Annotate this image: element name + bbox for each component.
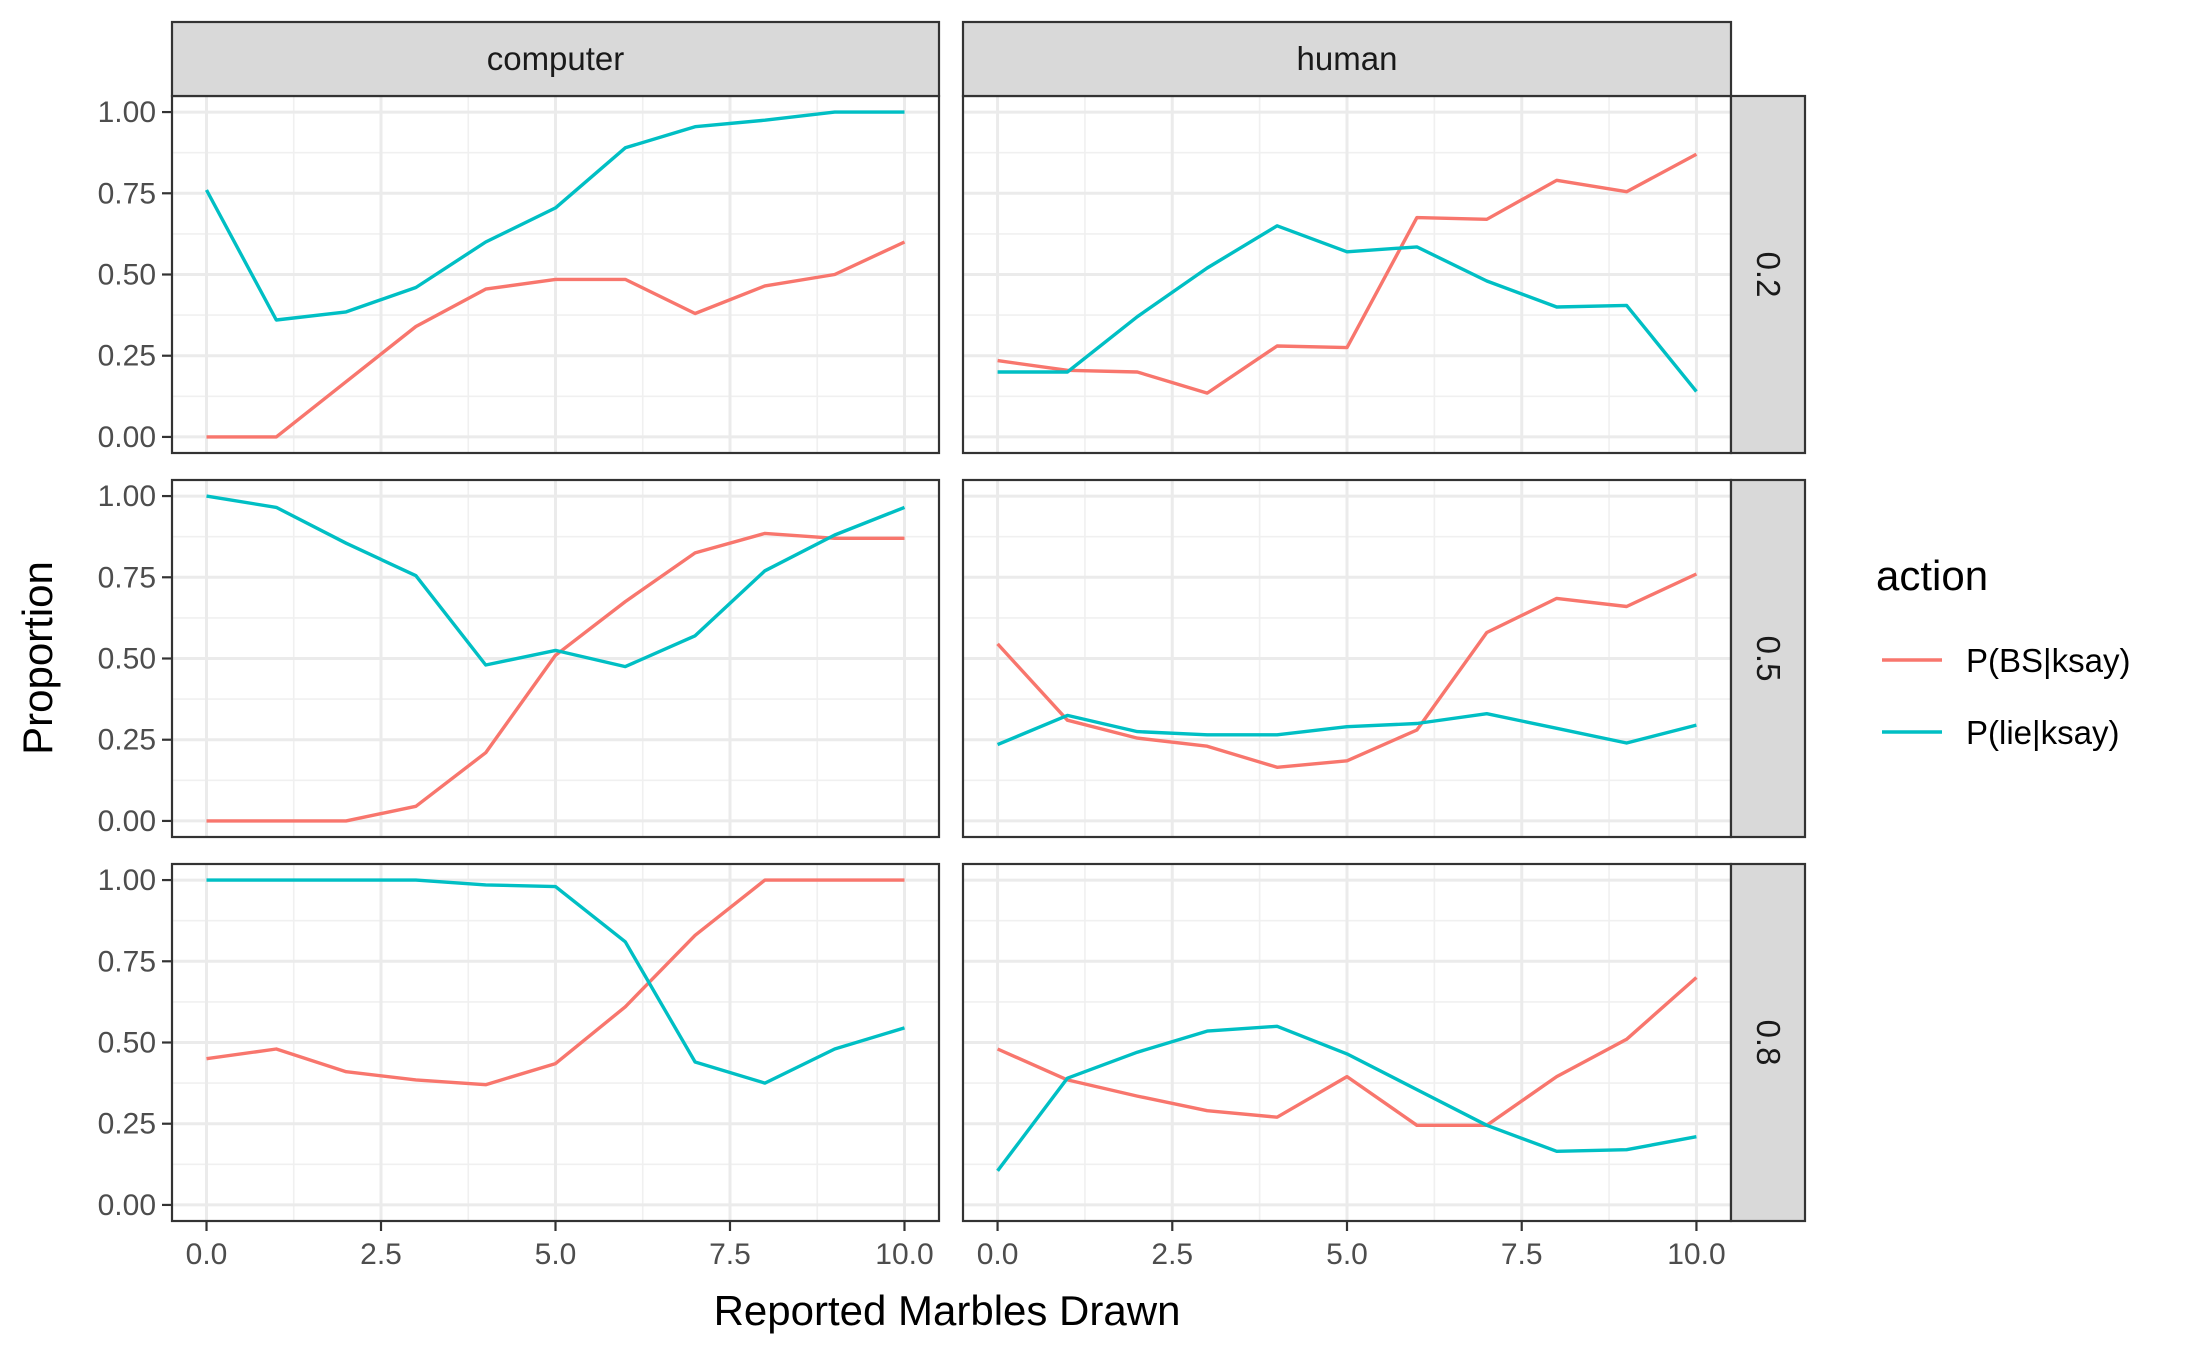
column-strip [961, 20, 1733, 98]
y-tick-label: 0.50 [98, 259, 156, 292]
y-tick-label: 1.00 [98, 96, 156, 129]
x-tick-label: 0.0 [977, 1238, 1019, 1271]
x-axis-title: Reported Marbles Drawn [714, 1287, 1181, 1334]
series-line-P(lie|ksay) [206, 494, 906, 669]
x-tick-label: 7.5 [1501, 1238, 1543, 1271]
row-strip-label: 0.2 [1750, 252, 1787, 298]
x-tick-label: 10.0 [1667, 1238, 1725, 1271]
y-tick-label: 0.75 [98, 945, 156, 978]
y-tick-label: 0.75 [98, 177, 156, 210]
series-line-P(lie|ksay) [206, 878, 905, 1085]
column-strips: computer human [170, 20, 1733, 98]
x-tick-label: 5.0 [1326, 1238, 1368, 1271]
x-tick-label: 2.5 [1151, 1238, 1193, 1271]
series-line-P(lie|ksay) [205, 110, 905, 322]
y-tick-label: 0.00 [98, 1189, 156, 1222]
series-line-P(lie|ksay) [996, 1024, 1697, 1172]
y-tick-label: 0.25 [98, 724, 156, 757]
legend-title: action [1876, 552, 1988, 599]
series-line-P(lie|ksay) [996, 712, 1697, 747]
x-tick-label: 7.5 [709, 1238, 751, 1271]
legend-label: P(lie|ksay) [1966, 714, 2119, 751]
series-line-P(BS|ksay) [996, 572, 1698, 769]
legend-label: P(BS|ksay) [1966, 642, 2130, 679]
y-tick-label: 0.75 [98, 561, 156, 594]
y-tick-label: 0.25 [98, 340, 156, 373]
y-tick-label: 0.25 [98, 1108, 156, 1141]
y-tick-label: 1.00 [98, 864, 156, 897]
panel-computer-0.2 [170, 94, 941, 455]
y-axes: 0.00 0.25 0.50 0.75 1.00 0.00 0.25 0.50 0.75 1.00… [98, 96, 172, 1222]
panel-human-0.5 [961, 478, 1733, 839]
y-tick-label: 0.00 [98, 805, 156, 838]
y-tick-label: 1.00 [98, 480, 156, 513]
x-tick-label: 0.0 [186, 1238, 228, 1271]
x-tick-label: 5.0 [535, 1238, 577, 1271]
panel-human-0.8 [961, 862, 1733, 1223]
series-line-P(BS|ksay) [206, 878, 905, 1087]
column-strip [170, 20, 941, 98]
y-tick-label: 0.50 [98, 1027, 156, 1060]
panel-computer-0.5 [170, 478, 941, 839]
series-line-P(lie|ksay) [997, 224, 1698, 393]
x-tick-label: 2.5 [360, 1238, 402, 1271]
series-line-P(BS|ksay) [997, 152, 1698, 395]
y-tick-label: 0.50 [98, 643, 156, 676]
legend: action P(BS|ksay) P(lie|ksay) [1876, 552, 2130, 751]
panel-human-0.2 [961, 94, 1733, 455]
y-tick-label: 0.00 [98, 421, 156, 454]
column-strip-label: human [1297, 40, 1398, 77]
x-tick-label: 10.0 [875, 1238, 933, 1271]
series-line-P(BS|ksay) [206, 531, 905, 823]
row-strip-label: 0.8 [1750, 1020, 1787, 1066]
row-strip [1729, 862, 1807, 1223]
y-axis-title: Proportion [14, 561, 61, 755]
row-strip [1729, 478, 1807, 839]
series-line-P(BS|ksay) [206, 240, 906, 439]
column-strip-label: computer [487, 40, 625, 77]
row-strip-label: 0.5 [1750, 636, 1787, 682]
row-strips: 0.2 0.5 0.8 [1729, 94, 1807, 1223]
row-strip [1729, 94, 1807, 455]
panels-layer [170, 94, 1733, 1223]
panel-computer-0.8 [170, 862, 941, 1223]
series-line-P(BS|ksay) [996, 976, 1698, 1128]
x-axes: 0.0 2.5 5.0 7.5 10.0 0.0 2.5 5.0 7.5 10.0 [186, 1221, 1726, 1271]
